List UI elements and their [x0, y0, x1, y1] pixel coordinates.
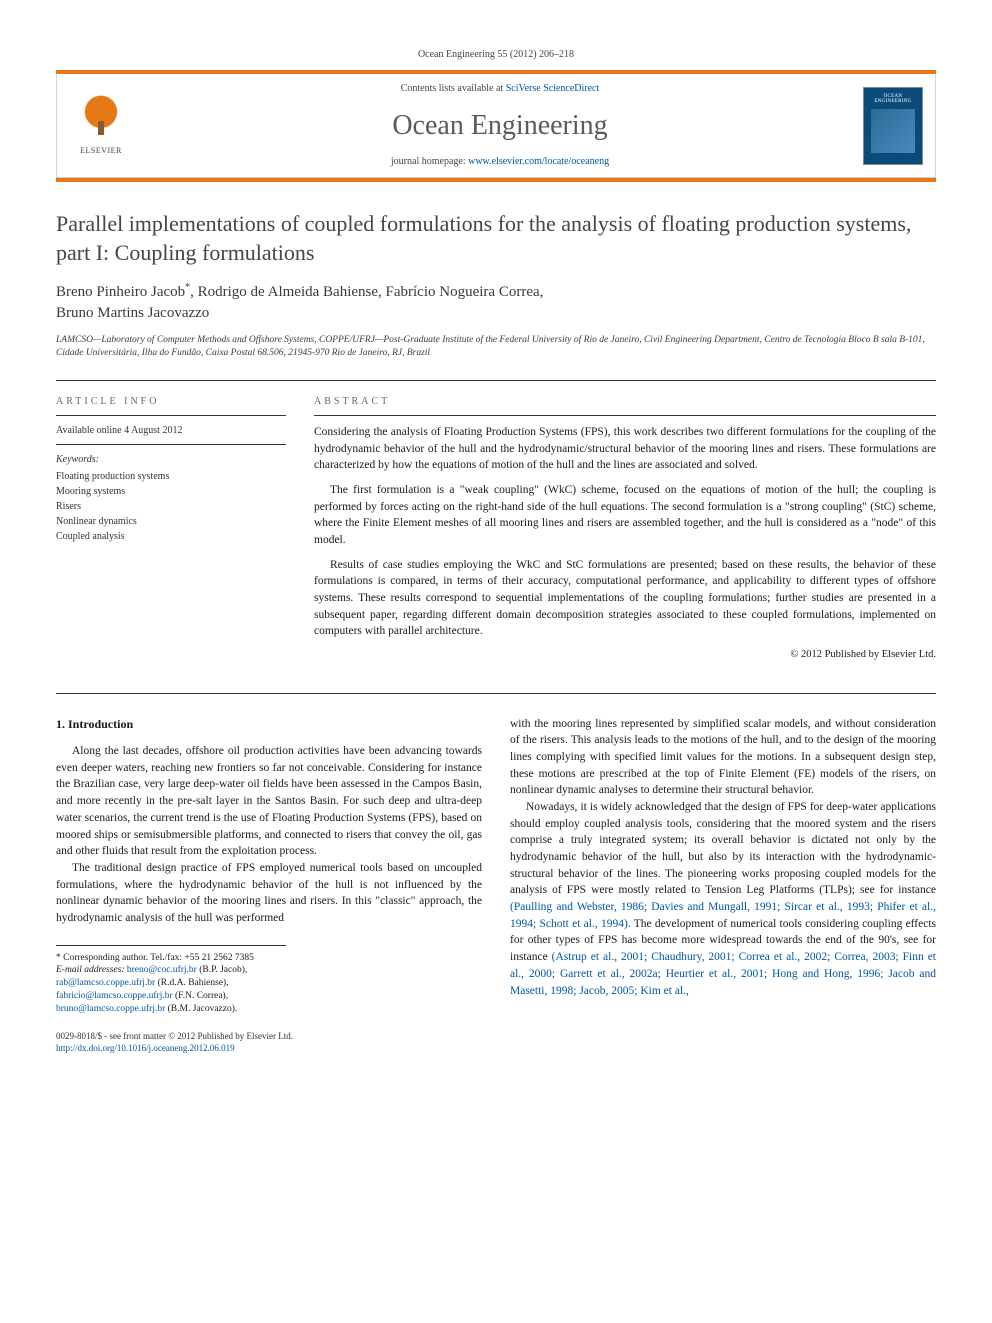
divider	[56, 693, 936, 694]
abstract-paragraph: Considering the analysis of Floating Pro…	[314, 424, 936, 474]
author-email[interactable]: breno@coc.ufrj.br	[127, 965, 197, 975]
author-email-who: (R.d.A. Bahiense),	[158, 978, 229, 988]
cover-title: OCEAN ENGINEERING	[868, 94, 918, 105]
keyword: Nonlinear dynamics	[56, 514, 286, 529]
journal-cover-thumbnail: OCEAN ENGINEERING	[863, 87, 923, 165]
journal-header-bar: ELSEVIER Contents lists available at Sci…	[56, 70, 936, 178]
doi-link[interactable]: http://dx.doi.org/10.1016/j.oceaneng.201…	[56, 1043, 235, 1053]
journal-homepage-line: journal homepage: www.elsevier.com/locat…	[149, 155, 851, 169]
keyword: Mooring systems	[56, 484, 286, 499]
author-email-who: (B.M. Jacovazzo).	[168, 1004, 238, 1014]
article-body: 1. Introduction Along the last decades, …	[56, 716, 936, 1054]
divider	[56, 444, 286, 445]
issn-line: 0029-8018/$ - see front matter © 2012 Pu…	[56, 1030, 482, 1042]
author-email-who: (B.P. Jacob),	[199, 965, 247, 975]
keyword: Coupled analysis	[56, 529, 286, 544]
bottom-copyright-block: 0029-8018/$ - see front matter © 2012 Pu…	[56, 1030, 482, 1054]
abstract-copyright: © 2012 Published by Elsevier Ltd.	[314, 648, 936, 663]
available-online-date: Available online 4 August 2012	[56, 424, 286, 438]
article-info-heading: ARTICLE INFO	[56, 395, 286, 409]
contents-prefix: Contents lists available at	[401, 83, 506, 94]
keyword: Risers	[56, 499, 286, 514]
divider	[314, 415, 936, 416]
footnote-block: * Corresponding author. Tel./fax: +55 21…	[56, 945, 286, 1016]
journal-name: Ocean Engineering	[149, 106, 851, 145]
keywords-label: Keywords:	[56, 453, 286, 467]
elsevier-logo: ELSEVIER	[69, 90, 133, 162]
homepage-prefix: journal homepage:	[391, 156, 468, 167]
keyword: Floating production systems	[56, 469, 286, 484]
author-list: Breno Pinheiro Jacob*, Rodrigo de Almeid…	[56, 281, 936, 324]
corresponding-marker: *	[185, 282, 190, 293]
author-email[interactable]: rab@lamcso.coppe.ufrj.br	[56, 978, 155, 988]
divider	[56, 380, 936, 381]
publisher-name: ELSEVIER	[80, 145, 122, 156]
citation-link[interactable]: (Astrup et al., 2001; Chaudhury, 2001; C…	[510, 951, 936, 996]
author-email[interactable]: bruno@lamcso.coppe.ufrj.br	[56, 1004, 165, 1014]
author-email-who: (F.N. Correa),	[175, 991, 228, 1001]
sciencedirect-link[interactable]: SciVerse ScienceDirect	[506, 83, 600, 94]
article-title: Parallel implementations of coupled form…	[56, 210, 936, 267]
contents-available-line: Contents lists available at SciVerse Sci…	[149, 82, 851, 96]
body-text: Nowadays, it is widely acknowledged that…	[510, 801, 936, 896]
header-citation: Ocean Engineering 55 (2012) 206–218	[56, 48, 936, 62]
body-paragraph: with the mooring lines represented by si…	[510, 716, 936, 799]
elsevier-tree-icon	[77, 95, 125, 143]
body-paragraph: Along the last decades, offshore oil pro…	[56, 743, 482, 860]
abstract-heading: ABSTRACT	[314, 395, 936, 409]
orange-divider	[56, 178, 936, 182]
abstract-paragraph: Results of case studies employing the Wk…	[314, 557, 936, 640]
journal-homepage-link[interactable]: www.elsevier.com/locate/oceaneng	[468, 156, 609, 167]
body-paragraph: The traditional design practice of FPS e…	[56, 860, 482, 927]
abstract-column: ABSTRACT Considering the analysis of Flo…	[314, 395, 936, 663]
article-info-column: ARTICLE INFO Available online 4 August 2…	[56, 395, 286, 663]
abstract-paragraph: The first formulation is a "weak couplin…	[314, 482, 936, 549]
corresponding-author-note: * Corresponding author. Tel./fax: +55 21…	[56, 952, 286, 965]
author-email[interactable]: fabricio@lamcso.coppe.ufrj.br	[56, 991, 173, 1001]
divider	[56, 415, 286, 416]
author-affiliation: LAMCSO—Laboratory of Computer Methods an…	[56, 334, 936, 360]
section-heading: 1. Introduction	[56, 716, 482, 733]
body-paragraph: Nowadays, it is widely acknowledged that…	[510, 799, 936, 999]
cover-image-icon	[871, 109, 915, 153]
email-label: E-mail addresses:	[56, 965, 127, 975]
